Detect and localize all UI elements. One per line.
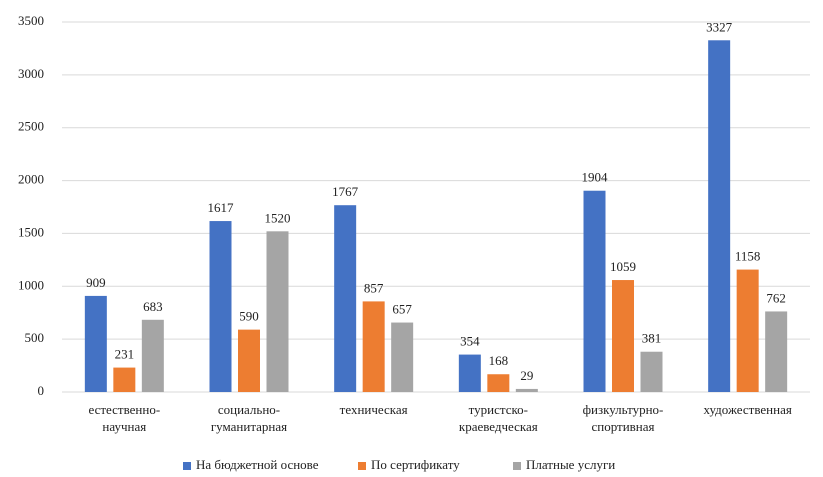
- x-tick-label: естественно-научная: [88, 402, 160, 434]
- value-label: 857: [364, 280, 384, 295]
- bar: [362, 301, 385, 392]
- x-tick-label: техническая: [340, 402, 408, 417]
- legend-swatch: [183, 462, 191, 470]
- y-tick-label: 500: [25, 330, 45, 345]
- bar: [238, 329, 260, 392]
- value-label: 590: [239, 309, 259, 324]
- y-tick-label: 1000: [18, 277, 44, 292]
- value-label: 762: [766, 290, 786, 305]
- value-label: 657: [392, 302, 412, 317]
- x-tick-label: туристско-краеведческая: [459, 402, 538, 434]
- x-tick-label: социально-гуманитарная: [211, 402, 287, 434]
- x-tick-label: художественная: [704, 402, 792, 417]
- value-label: 381: [642, 331, 662, 346]
- bar: [736, 269, 759, 392]
- value-label: 354: [460, 334, 480, 349]
- bar: [334, 205, 357, 392]
- legend-label: На бюджетной основе: [196, 457, 319, 472]
- value-label: 1617: [208, 200, 235, 215]
- bar: [391, 322, 414, 392]
- value-label: 231: [115, 347, 135, 362]
- bar: [84, 295, 107, 392]
- value-label: 3327: [706, 19, 733, 34]
- bar: [458, 354, 481, 392]
- value-label: 1904: [582, 170, 609, 185]
- bar: [141, 319, 164, 392]
- legend-swatch: [513, 462, 521, 470]
- bar: [209, 221, 232, 392]
- value-label: 1767: [332, 184, 359, 199]
- bar: [515, 388, 538, 392]
- bar: [583, 190, 606, 392]
- bar: [487, 374, 510, 392]
- value-label: 1158: [735, 249, 761, 264]
- legend-label: По сертификату: [371, 457, 460, 472]
- value-label: 683: [143, 299, 163, 314]
- bar: [640, 351, 663, 392]
- bar: [113, 367, 136, 392]
- bar: [612, 280, 634, 392]
- value-label: 168: [489, 353, 509, 368]
- x-tick-label: физкультурно-спортивная: [583, 402, 664, 434]
- legend-swatch: [358, 462, 366, 470]
- value-label: 909: [86, 275, 106, 290]
- bar: [708, 40, 731, 392]
- y-tick-label: 0: [38, 383, 45, 398]
- bar: [266, 231, 289, 392]
- y-tick-label: 2000: [18, 172, 44, 187]
- value-label: 1520: [265, 210, 291, 225]
- y-tick-label: 2500: [18, 119, 44, 134]
- y-tick-label: 3500: [18, 13, 44, 28]
- bar: [765, 311, 788, 392]
- legend-label: Платные услуги: [526, 457, 615, 472]
- y-tick-label: 3000: [18, 66, 44, 81]
- value-label: 29: [520, 368, 533, 383]
- y-tick-label: 1500: [18, 224, 44, 239]
- value-label: 1059: [610, 259, 636, 274]
